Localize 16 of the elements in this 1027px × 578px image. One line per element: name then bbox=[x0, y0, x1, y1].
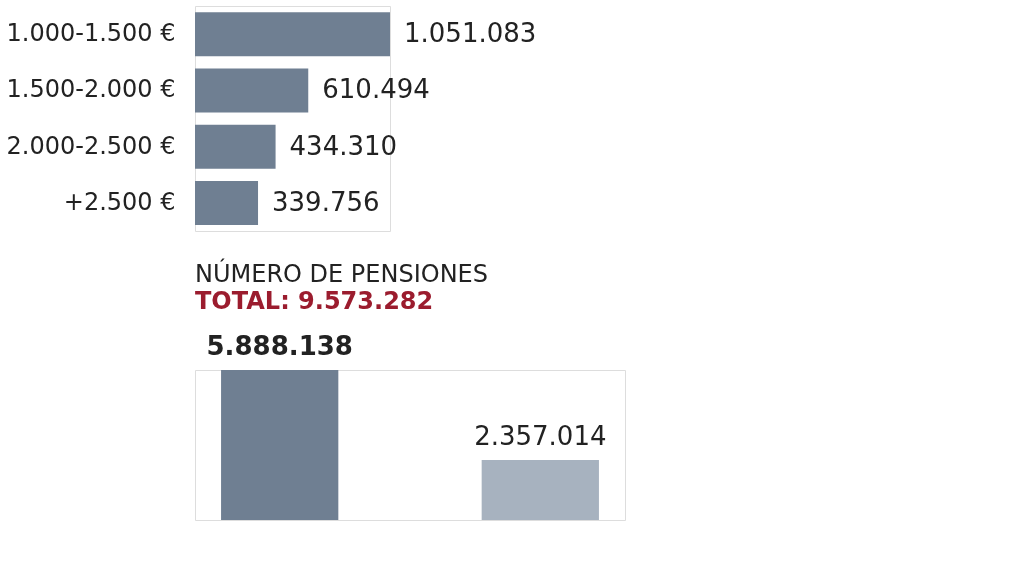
y-tick-label: 1.000-1.500 € bbox=[6, 19, 176, 48]
chart-title: NÚMERO DE PENSIONES bbox=[195, 258, 489, 288]
data-label: 434.310 bbox=[289, 130, 398, 161]
bar bbox=[195, 124, 276, 169]
y-tick-label: 1.500-2.000 € bbox=[6, 75, 176, 104]
bar bbox=[195, 12, 390, 57]
y-tick-label: +2.500 € bbox=[63, 187, 176, 216]
bar bbox=[195, 68, 309, 113]
y-tick-label: 2.000-2.500 € bbox=[6, 131, 176, 160]
data-label: 2.357.014 bbox=[474, 420, 607, 451]
data-label: 610.494 bbox=[322, 74, 430, 105]
data-label: 1.051.083 bbox=[404, 18, 537, 49]
chart-subtitle: TOTAL: 9.573.282 bbox=[195, 287, 434, 315]
data-label: 5.888.138 bbox=[206, 331, 353, 361]
bar bbox=[195, 180, 259, 225]
data-label: 339.756 bbox=[272, 186, 380, 217]
